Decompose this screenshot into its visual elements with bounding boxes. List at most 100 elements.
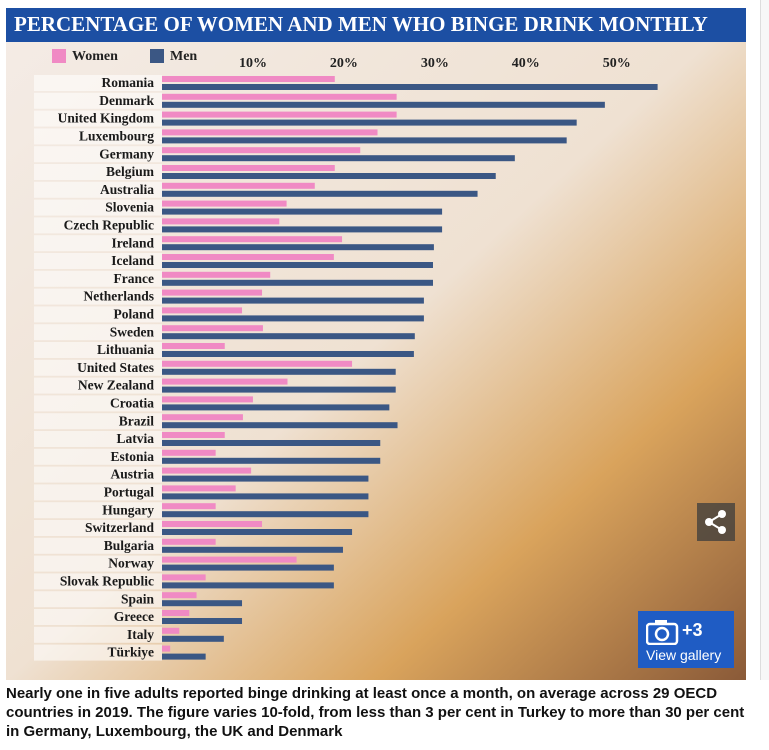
- row-label-strip: [34, 217, 162, 234]
- bar: [162, 208, 443, 215]
- y-category-label: Ireland: [111, 235, 154, 250]
- y-category-label: Greece: [114, 609, 154, 624]
- y-category-label: United States: [77, 360, 154, 375]
- bar: [162, 635, 224, 642]
- row-label-strip: [34, 75, 162, 91]
- bar: [162, 422, 398, 429]
- y-category-label: Iceland: [111, 253, 154, 268]
- row-label-strip: [34, 431, 162, 447]
- bar: [162, 432, 225, 438]
- bar: [162, 493, 369, 500]
- y-category-label: Luxembourg: [79, 128, 154, 143]
- y-category-label: Croatia: [110, 395, 154, 410]
- x-tick-label: 50%: [603, 56, 631, 71]
- row-label-strip: [34, 253, 162, 269]
- view-gallery-button[interactable]: +3 View gallery: [638, 611, 734, 668]
- row-label-strip: [34, 128, 162, 145]
- x-tick-label: 40%: [512, 56, 540, 71]
- bar: [162, 101, 605, 108]
- row-label-strip: [34, 306, 162, 323]
- y-category-label: Norway: [108, 556, 154, 571]
- row-label-strip: [34, 359, 162, 376]
- legend-label: Men: [170, 49, 197, 64]
- y-category-label: Estonia: [110, 449, 154, 464]
- y-category-label: Denmark: [99, 93, 154, 108]
- y-category-label: Belgium: [106, 164, 155, 179]
- bar: [162, 503, 216, 510]
- bar: [162, 404, 390, 411]
- y-category-label: Italy: [127, 627, 154, 642]
- bar: [162, 457, 381, 464]
- y-category-label: Slovenia: [105, 200, 154, 215]
- row-label-strip: [34, 235, 162, 252]
- share-icon: [705, 510, 726, 534]
- bar: [162, 546, 343, 553]
- row-label-strip: [34, 626, 162, 643]
- bar: [162, 574, 206, 581]
- y-category-label: Latvia: [116, 431, 154, 446]
- row-label-strip: [34, 270, 162, 287]
- row-label-strip: [34, 199, 162, 216]
- y-category-label: Czech Republic: [64, 217, 154, 232]
- row-label-strip: [34, 591, 162, 608]
- y-category-label: Lithuania: [97, 342, 154, 357]
- y-category-label: Portugal: [104, 484, 154, 499]
- bar: [162, 182, 315, 189]
- row-label-strip: [34, 164, 162, 180]
- bar: [162, 147, 361, 154]
- bar: [162, 645, 171, 652]
- bar: [162, 244, 434, 251]
- chart: PERCENTAGE OF WOMEN AND MEN WHO BINGE DR…: [6, 8, 746, 680]
- y-category-label: Bulgaria: [104, 538, 155, 553]
- caption: Nearly one in five adults reported binge…: [6, 685, 745, 740]
- bar: [162, 165, 335, 171]
- bar: [162, 475, 369, 482]
- row-label-strip: [34, 342, 162, 358]
- y-category-label: Romania: [101, 75, 154, 90]
- bar: [162, 618, 243, 624]
- y-category-label: France: [114, 271, 154, 286]
- camera-icon: [646, 620, 679, 645]
- bar: [162, 467, 252, 474]
- bar: [162, 610, 190, 616]
- bar: [162, 582, 334, 589]
- y-category-label: Netherlands: [84, 289, 155, 304]
- bar: [162, 360, 353, 367]
- bar: [162, 190, 478, 197]
- x-tick-label: 30%: [421, 56, 449, 71]
- y-category-label: Switzerland: [85, 520, 154, 535]
- bar: [162, 84, 658, 90]
- bar: [162, 538, 216, 545]
- bar: [162, 386, 396, 393]
- bar: [162, 218, 280, 225]
- y-category-label: Austria: [111, 467, 155, 482]
- bar: [162, 564, 334, 571]
- y-category-label: Spain: [121, 591, 155, 606]
- bar: [162, 271, 271, 278]
- row-label-strip: [34, 573, 162, 590]
- bar: [162, 556, 297, 563]
- row-label-strip: [34, 92, 162, 109]
- bar: [162, 200, 287, 207]
- bar: [162, 119, 577, 126]
- row-label-strip: [34, 484, 162, 501]
- bar: [162, 529, 353, 535]
- bar: [162, 129, 378, 136]
- bar: [162, 173, 496, 179]
- row-label-strip: [34, 466, 162, 483]
- x-tick-label: 10%: [239, 56, 267, 71]
- row-label-strip: [34, 288, 162, 305]
- y-category-label: Australia: [100, 182, 154, 197]
- bar: [162, 368, 396, 375]
- row-label-strip: [34, 110, 162, 127]
- legend-swatch: [52, 49, 66, 63]
- bar: [162, 307, 243, 314]
- y-category-label: Germany: [99, 146, 154, 161]
- bar: [162, 333, 415, 340]
- bar: [162, 137, 567, 144]
- share-button[interactable]: [697, 503, 735, 541]
- row-label-strip: [34, 324, 162, 341]
- bar: [162, 226, 443, 233]
- bar: [162, 396, 253, 403]
- x-tick-label: 20%: [330, 56, 358, 71]
